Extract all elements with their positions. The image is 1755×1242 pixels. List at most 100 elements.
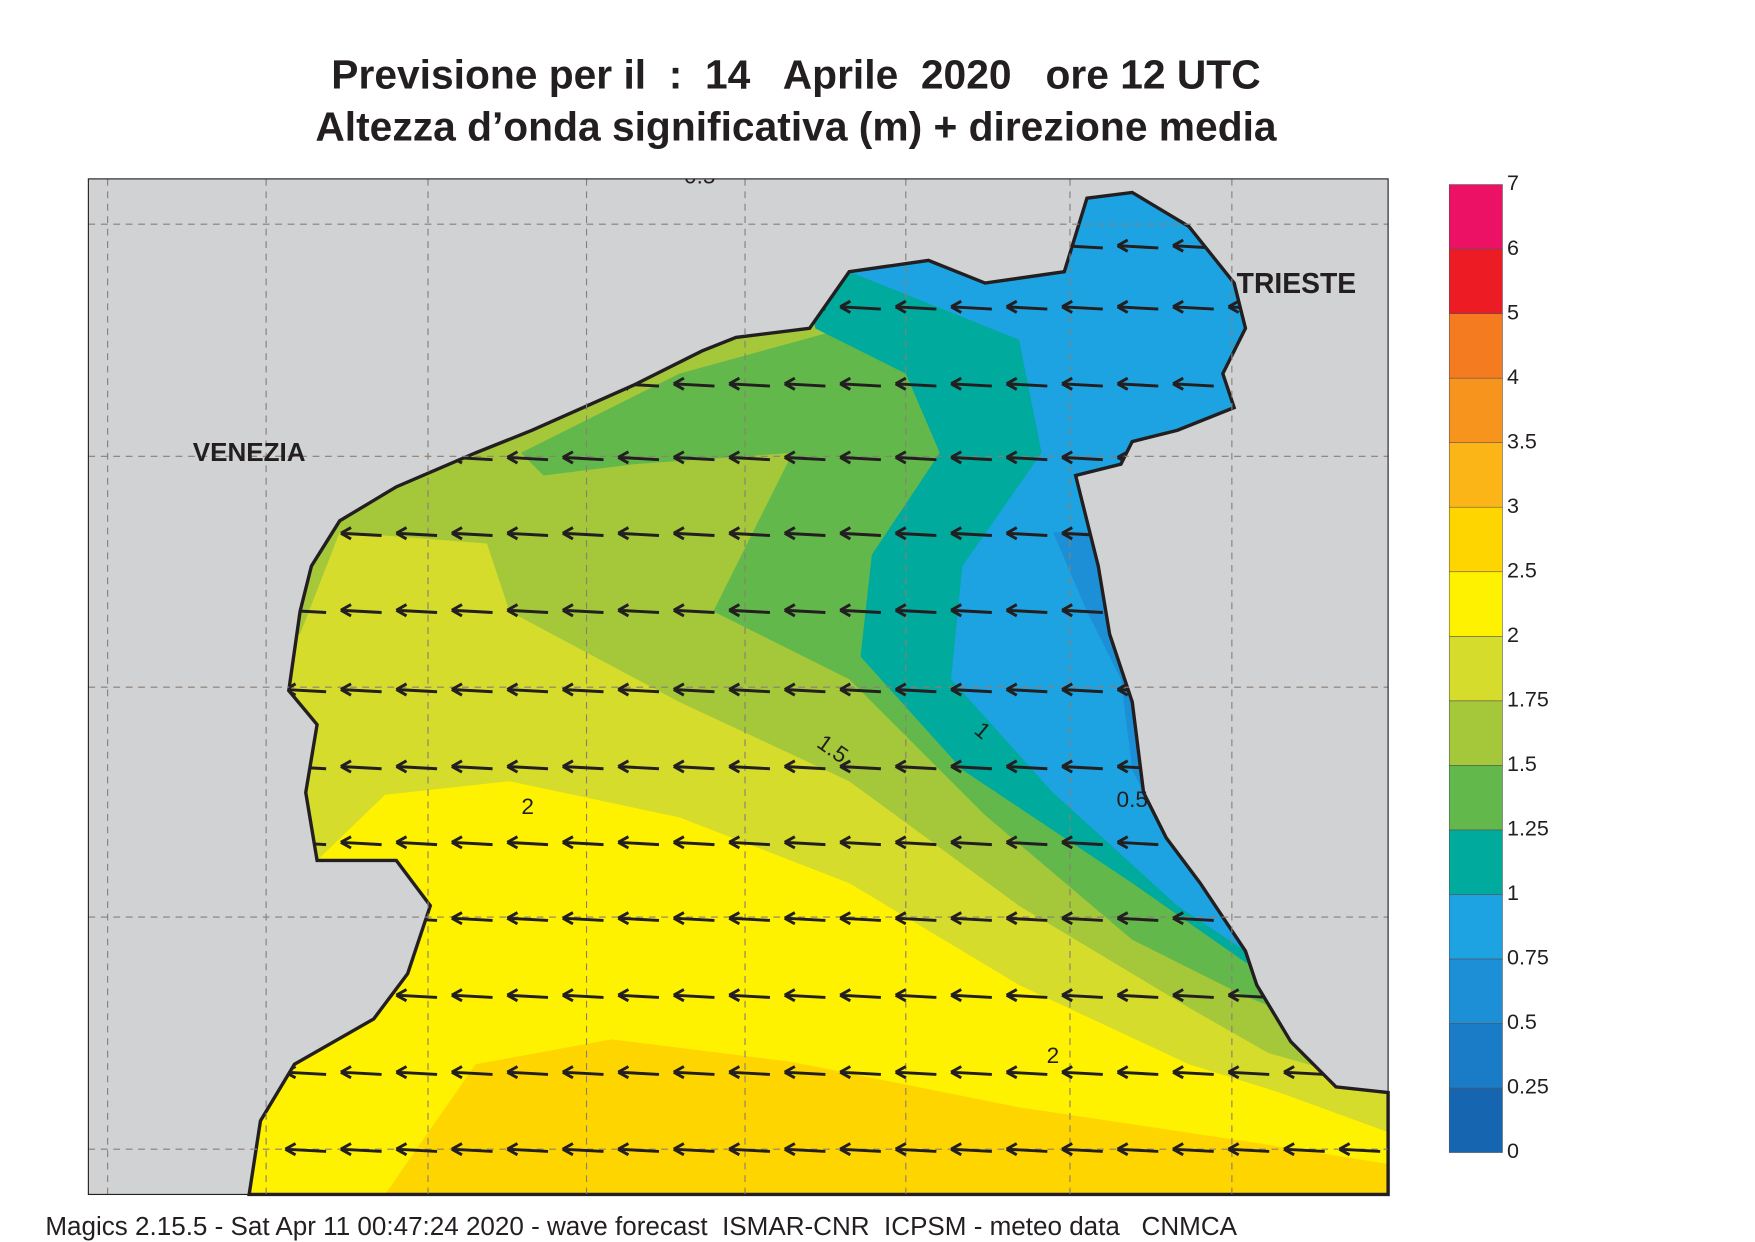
colorbar-label: 1.5 xyxy=(1507,752,1537,776)
colorbar-band xyxy=(1448,1023,1503,1089)
arrow xyxy=(1116,835,1159,850)
colorbar-label: 0.25 xyxy=(1507,1075,1549,1099)
arrow xyxy=(950,988,992,1003)
colorbar-band xyxy=(1448,442,1503,508)
contour-label: 2 xyxy=(521,794,534,819)
arrow xyxy=(340,1142,382,1157)
arrow xyxy=(395,682,438,697)
arrow xyxy=(839,603,881,618)
arrow xyxy=(395,603,438,618)
arrow xyxy=(950,376,992,391)
colorbar-band xyxy=(1448,765,1503,831)
arrow xyxy=(1005,1065,1048,1080)
arrow xyxy=(672,450,715,465)
arrow xyxy=(395,1065,438,1080)
arrow xyxy=(1116,911,1159,926)
arrow xyxy=(1227,988,1270,1003)
arrow xyxy=(783,911,826,926)
arrow xyxy=(562,988,604,1003)
arrow xyxy=(395,1142,438,1157)
arrow xyxy=(1005,988,1048,1003)
arrow xyxy=(562,526,604,541)
arrow xyxy=(1172,911,1214,926)
arrow xyxy=(672,835,715,850)
arrow xyxy=(839,1065,881,1080)
arrow xyxy=(562,682,604,697)
arrow xyxy=(950,1142,992,1157)
title-line-1: Previsione per il : 14 Aprile 2020 ore 1… xyxy=(331,51,1260,97)
arrow xyxy=(1172,988,1214,1003)
arrow xyxy=(950,450,992,465)
colorbar-label: 3 xyxy=(1507,494,1519,518)
arrow xyxy=(617,603,660,618)
arrow xyxy=(672,911,715,926)
arrow xyxy=(617,682,660,697)
arrow xyxy=(1116,376,1159,391)
arrow xyxy=(1061,603,1103,618)
arrow xyxy=(1116,299,1159,314)
arrow xyxy=(451,1142,493,1157)
colorbar-band xyxy=(1448,184,1503,250)
arrow xyxy=(506,526,549,541)
arrow xyxy=(506,988,549,1003)
arrow xyxy=(894,1142,937,1157)
arrow xyxy=(894,376,937,391)
arrow xyxy=(1338,1142,1381,1157)
arrow xyxy=(1061,682,1103,697)
arrow xyxy=(451,526,493,541)
arrow xyxy=(562,759,604,774)
arrow xyxy=(783,988,826,1003)
colorbar: 0 0.25 0.5 0.75 1 1.25 1.5 1.75 2 2.5 3 3.5 4 5 6 7 xyxy=(1448,171,1549,1163)
arrow xyxy=(617,450,660,465)
arrow xyxy=(894,682,937,697)
arrow xyxy=(839,376,881,391)
arrow xyxy=(562,603,604,618)
colorbar-band xyxy=(1448,571,1503,637)
colorbar-label: 2 xyxy=(1507,623,1519,647)
arrow xyxy=(284,1142,327,1157)
arrow xyxy=(894,603,937,618)
arrow xyxy=(950,603,992,618)
arrow xyxy=(1005,682,1048,697)
arrow xyxy=(1005,299,1048,314)
arrow xyxy=(1283,1065,1325,1080)
arrow xyxy=(894,911,937,926)
arrow xyxy=(672,682,715,697)
arrow xyxy=(950,299,992,314)
arrow xyxy=(783,603,826,618)
arrow xyxy=(340,682,382,697)
arrow xyxy=(1283,1142,1325,1157)
arrow xyxy=(1061,450,1103,465)
arrow xyxy=(783,450,826,465)
arrow xyxy=(672,603,715,618)
arrow xyxy=(451,603,493,618)
arrow xyxy=(506,759,549,774)
arrow xyxy=(894,1065,937,1080)
arrow xyxy=(395,759,438,774)
arrow xyxy=(1061,835,1103,850)
arrow xyxy=(839,911,881,926)
arrow xyxy=(672,1142,715,1157)
contour-label: 2 xyxy=(1047,1043,1060,1068)
colorbar-label: 0 xyxy=(1507,1139,1519,1163)
arrow xyxy=(617,759,660,774)
colorbar-band xyxy=(1448,313,1503,379)
arrow xyxy=(451,988,493,1003)
arrow xyxy=(839,835,881,850)
arrow xyxy=(562,835,604,850)
arrow xyxy=(1116,1142,1159,1157)
arrow xyxy=(728,603,771,618)
arrow xyxy=(1005,603,1048,618)
arrow xyxy=(728,759,771,774)
place-label: VENEZIA xyxy=(193,437,306,467)
arrow xyxy=(783,682,826,697)
map: VENEZIA TRIESTE 0.5 1.5 1 0.5 2 2 xyxy=(87,178,1390,1197)
arrow xyxy=(894,759,937,774)
arrow xyxy=(506,835,549,850)
arrow xyxy=(1005,835,1048,850)
arrow xyxy=(562,1142,604,1157)
arrow xyxy=(1005,1142,1048,1157)
arrow xyxy=(894,526,937,541)
arrow xyxy=(894,835,937,850)
